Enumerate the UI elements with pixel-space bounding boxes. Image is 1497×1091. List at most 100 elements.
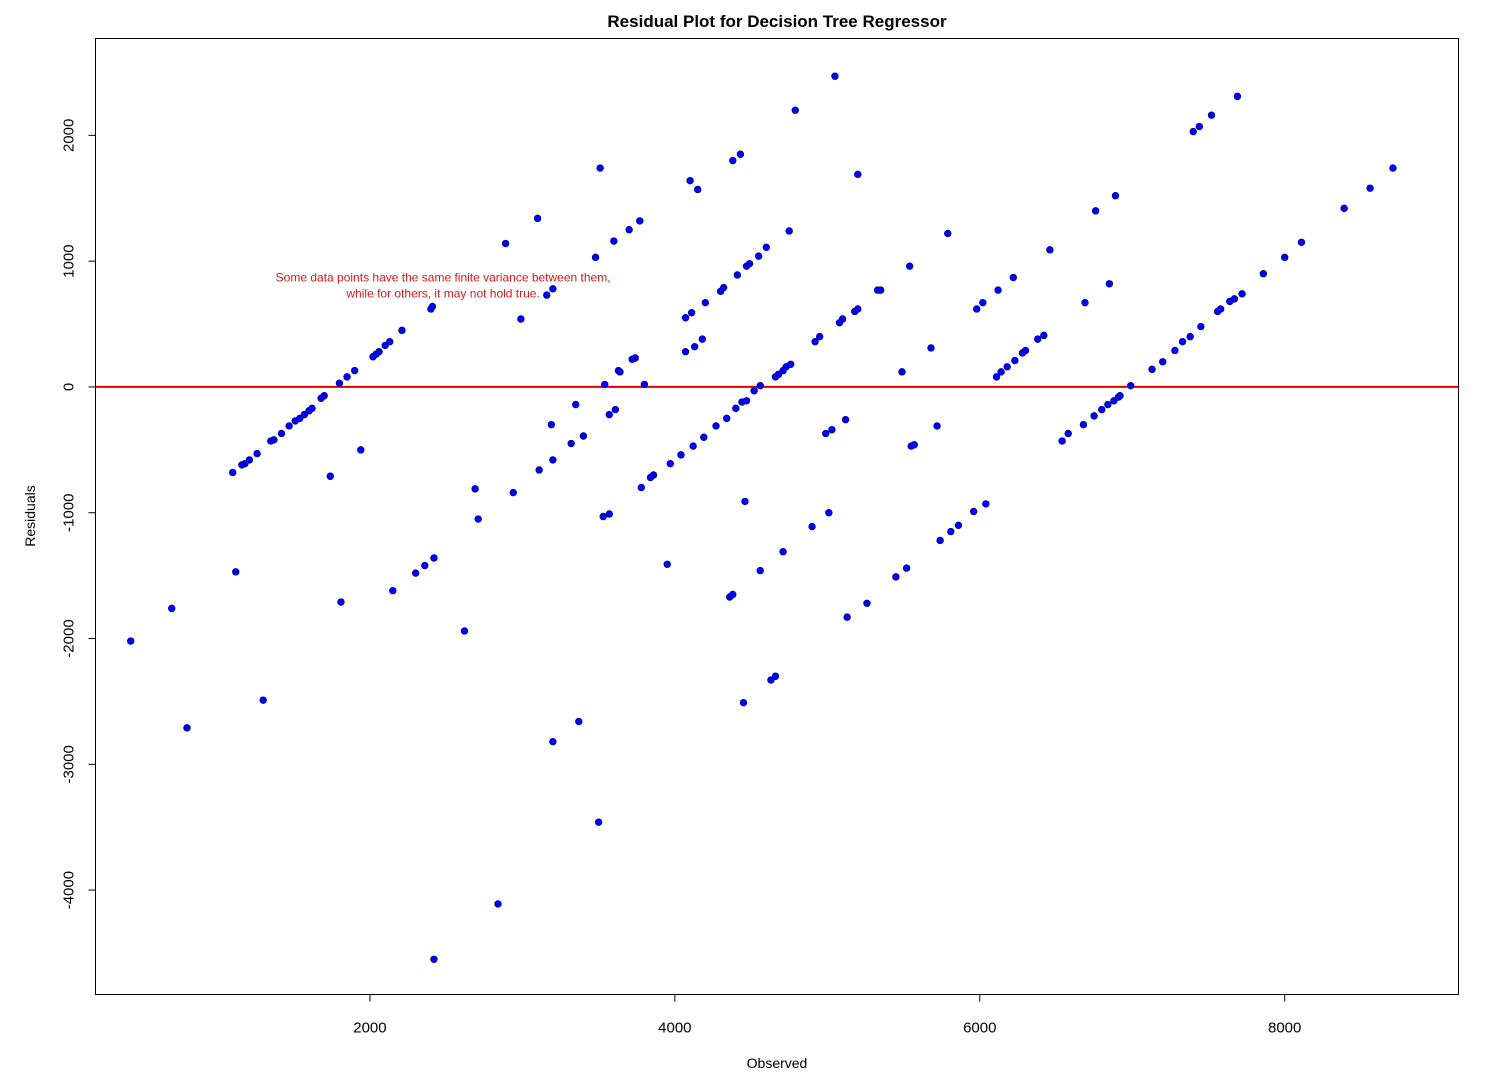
residual-point (694, 185, 702, 194)
residual-point (1297, 238, 1306, 246)
y-axis: -4000 -3000 -2000 -1000 0 1000 2000 (61, 119, 96, 909)
residual-point (876, 286, 885, 294)
residual-point (994, 286, 1002, 294)
residual-point (533, 214, 542, 223)
residual-point (1003, 363, 1011, 371)
annotation-line: while for others, it may not hold true. (345, 287, 539, 301)
residual-point (253, 449, 261, 458)
residual-point (1034, 335, 1042, 343)
residual-point (1195, 122, 1204, 131)
residual-point (343, 373, 351, 381)
residual-point (183, 724, 191, 732)
residual-point (1389, 164, 1397, 172)
residual-point (517, 315, 525, 323)
residual-point (474, 515, 482, 523)
residual-point (1098, 405, 1106, 414)
residual-point (270, 436, 278, 444)
residual-point (736, 150, 745, 158)
residual-point (954, 521, 963, 530)
residual-point (1058, 437, 1066, 445)
residual-point (636, 217, 644, 225)
residual-point (308, 404, 316, 413)
residual-point (1148, 365, 1156, 374)
residual-point (1233, 92, 1242, 101)
residual-point (1259, 270, 1268, 278)
residual-point (1079, 420, 1088, 429)
residual-points (127, 72, 1397, 963)
residual-point (756, 381, 764, 390)
residual-point (579, 432, 588, 440)
y-tick-label: 1000 (61, 244, 78, 277)
x-axis: 2000 4000 6000 8000 (353, 994, 1301, 1037)
residual-point (854, 305, 862, 313)
residual-point (649, 471, 658, 479)
annotation-line: Some data points have the same finite va… (276, 271, 611, 285)
residual-point (739, 698, 748, 707)
y-tick-label: -4000 (61, 871, 78, 909)
residual-point (910, 441, 918, 449)
residual-point (854, 170, 862, 179)
residual-point (808, 522, 816, 531)
residual-point (596, 164, 604, 172)
residual-point (997, 368, 1005, 376)
residual-point (892, 573, 900, 581)
residual-point (610, 237, 618, 245)
y-tick-label: -2000 (61, 619, 78, 657)
residual-point (1216, 305, 1225, 313)
residual-point (979, 298, 987, 307)
residual-point (1105, 280, 1114, 288)
residual-point (398, 326, 406, 335)
residual-point (601, 380, 609, 389)
residual-point (1111, 192, 1120, 200)
residual-point (1064, 429, 1072, 438)
residual-point (543, 291, 551, 299)
residual-point (1280, 253, 1289, 262)
residual-point (831, 72, 839, 80)
residual-point (1197, 322, 1205, 331)
residual-point (1230, 295, 1239, 303)
residual-point (509, 488, 517, 497)
residual-point (386, 337, 394, 346)
residual-point (337, 598, 345, 606)
residual-point (631, 354, 639, 362)
y-tick-label: -1000 (61, 494, 78, 532)
residual-point (666, 459, 674, 468)
residual-point (326, 472, 334, 480)
residual-point (1366, 184, 1374, 192)
residual-point (259, 696, 267, 704)
residual-point (681, 314, 690, 322)
residual-point (232, 568, 240, 576)
residual-point (350, 366, 359, 375)
residual-point (1189, 127, 1197, 136)
residual-point (689, 442, 697, 450)
residual-point (838, 315, 847, 323)
residual-point (335, 379, 344, 387)
residual-point (902, 564, 911, 572)
residual-point (898, 368, 906, 376)
y-tick-label: -3000 (61, 745, 78, 783)
residual-point (732, 404, 740, 413)
residual-point (681, 348, 690, 356)
residual-point (1104, 400, 1112, 409)
residual-point (722, 414, 731, 423)
residual-point (168, 604, 176, 613)
residual-point (428, 302, 437, 311)
residual-point (729, 590, 737, 599)
residual-point (594, 818, 603, 826)
residual-point (933, 422, 941, 430)
residual-point (611, 405, 620, 414)
residual-point (285, 422, 293, 430)
residual-point (750, 387, 758, 395)
residual-point (389, 587, 397, 595)
residual-point (905, 262, 914, 270)
residual-point (719, 283, 728, 292)
y-tick-label: 2000 (61, 119, 78, 152)
residual-point (756, 566, 764, 575)
residual-point (599, 512, 607, 521)
residual-point (947, 527, 955, 536)
residual-point (1081, 298, 1089, 307)
residual-point (1178, 337, 1187, 346)
residual-point (277, 429, 286, 438)
residual-point (1040, 331, 1048, 340)
residual-point (591, 253, 600, 262)
